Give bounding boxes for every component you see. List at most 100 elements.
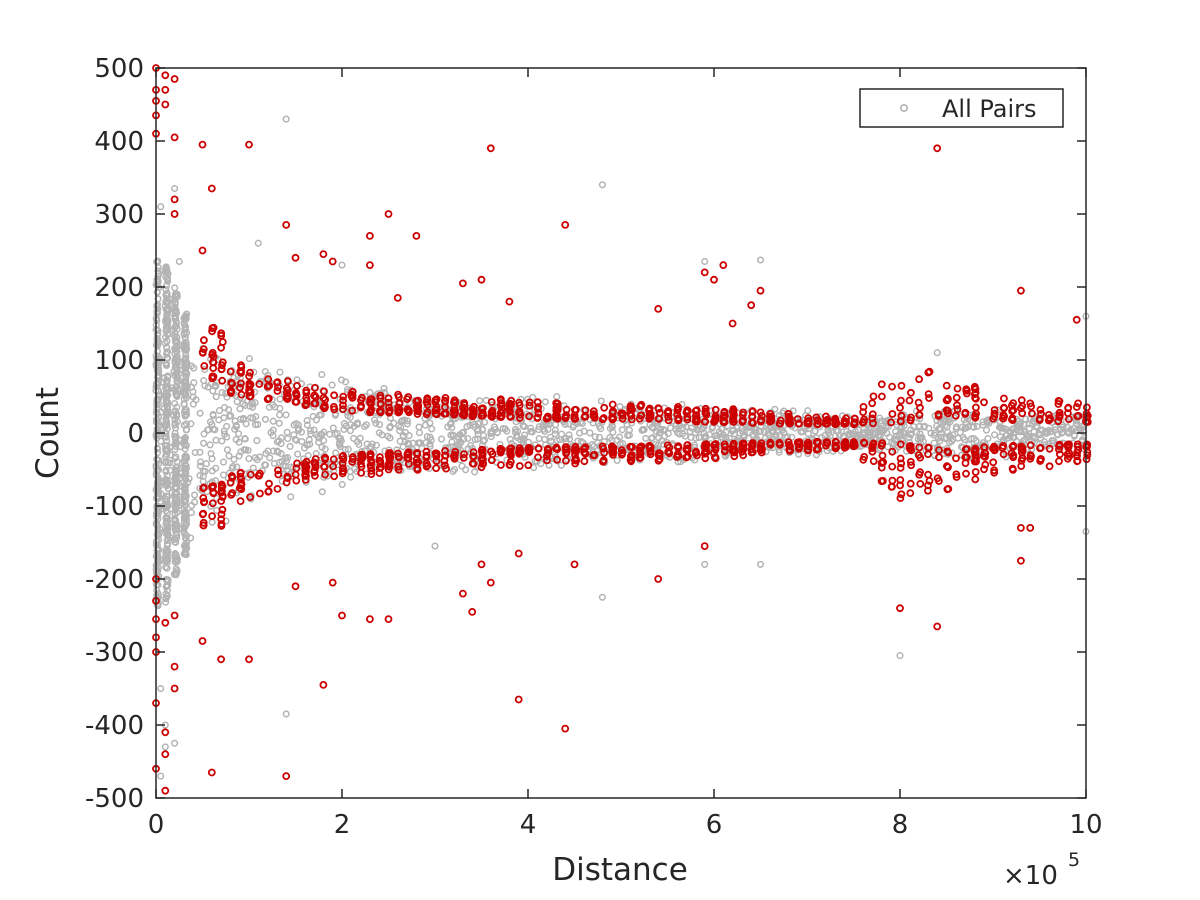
point-all-pairs	[338, 480, 346, 489]
point-highlighted	[208, 499, 217, 508]
point-highlighted	[199, 345, 208, 354]
point-highlighted	[301, 401, 310, 409]
point-highlighted	[226, 387, 235, 396]
series-highlighted	[152, 64, 1092, 795]
point-all-pairs	[171, 490, 179, 498]
point-highlighted	[877, 477, 886, 486]
point-highlighted	[570, 413, 579, 422]
point-all-pairs	[182, 385, 190, 394]
point-all-pairs	[441, 444, 450, 452]
point-highlighted	[199, 509, 208, 518]
point-all-pairs	[767, 427, 775, 435]
point-all-pairs	[541, 398, 549, 406]
point-all-pairs	[245, 455, 253, 463]
point-highlighted	[868, 399, 877, 408]
point-all-pairs	[154, 544, 162, 552]
point-all-pairs	[448, 438, 456, 446]
point-highlighted	[161, 618, 170, 627]
point-all-pairs	[278, 477, 286, 485]
point-highlighted	[1063, 450, 1072, 459]
point-highlighted	[933, 144, 942, 153]
point-highlighted	[794, 439, 803, 448]
point-all-pairs	[362, 421, 370, 429]
point-highlighted	[896, 403, 904, 412]
point-highlighted	[198, 637, 207, 645]
point-all-pairs	[252, 412, 260, 421]
point-highlighted	[394, 449, 402, 458]
point-highlighted	[897, 412, 906, 420]
point-highlighted	[1009, 441, 1018, 450]
point-all-pairs	[173, 372, 181, 380]
point-all-pairs	[692, 434, 700, 442]
point-all-pairs	[171, 538, 179, 546]
point-all-pairs	[547, 437, 555, 445]
point-all-pairs	[368, 440, 376, 448]
point-highlighted	[598, 442, 607, 451]
point-all-pairs	[656, 429, 664, 437]
point-highlighted	[888, 462, 897, 471]
point-highlighted	[348, 393, 357, 402]
point-all-pairs	[756, 560, 765, 568]
point-highlighted	[384, 615, 393, 623]
point-highlighted	[692, 417, 701, 426]
point-highlighted	[665, 443, 674, 452]
point-highlighted	[655, 455, 664, 464]
point-all-pairs	[639, 425, 647, 433]
point-highlighted	[989, 458, 998, 467]
point-highlighted	[199, 336, 208, 345]
point-all-pairs	[952, 425, 960, 433]
point-all-pairs	[200, 439, 208, 447]
point-all-pairs	[171, 432, 179, 440]
point-all-pairs	[511, 425, 520, 433]
point-highlighted	[943, 485, 952, 494]
point-all-pairs	[967, 435, 975, 443]
point-highlighted	[375, 407, 384, 416]
point-all-pairs	[201, 382, 209, 390]
point-highlighted	[236, 472, 245, 481]
point-all-pairs	[162, 466, 170, 474]
point-all-pairs	[157, 772, 165, 780]
point-highlighted	[915, 443, 924, 452]
point-all-pairs	[153, 288, 161, 296]
point-highlighted	[245, 372, 254, 381]
point-all-pairs	[223, 433, 231, 441]
point-highlighted	[784, 438, 793, 447]
point-highlighted	[581, 406, 590, 415]
point-highlighted	[226, 478, 235, 487]
point-highlighted	[600, 403, 609, 412]
point-highlighted	[859, 408, 867, 417]
point-all-pairs	[173, 392, 181, 401]
point-highlighted	[265, 479, 273, 488]
point-highlighted	[469, 448, 478, 457]
point-highlighted	[915, 375, 923, 384]
point-highlighted	[915, 410, 924, 419]
point-highlighted	[432, 457, 441, 465]
point-highlighted	[637, 411, 646, 420]
point-highlighted	[1072, 315, 1081, 324]
point-all-pairs	[204, 383, 212, 391]
point-all-pairs	[335, 441, 344, 449]
point-highlighted	[1074, 399, 1082, 408]
point-highlighted	[385, 406, 394, 415]
point-highlighted	[395, 398, 404, 407]
point-highlighted	[729, 417, 738, 426]
point-all-pairs	[551, 430, 559, 438]
point-highlighted	[608, 400, 617, 409]
y-tick-label: -500	[85, 784, 144, 814]
point-highlighted	[199, 484, 208, 493]
point-highlighted	[245, 386, 254, 395]
point-highlighted	[367, 395, 376, 404]
point-all-pairs	[163, 482, 171, 490]
point-all-pairs	[175, 257, 183, 266]
point-highlighted	[907, 413, 915, 422]
point-all-pairs	[361, 422, 369, 431]
point-highlighted	[1083, 418, 1092, 426]
point-all-pairs	[1070, 424, 1078, 432]
point-highlighted	[562, 456, 570, 465]
point-highlighted	[626, 404, 635, 413]
point-all-pairs	[897, 436, 905, 444]
point-all-pairs	[173, 365, 181, 374]
point-highlighted	[840, 443, 849, 452]
point-highlighted	[553, 445, 562, 454]
point-all-pairs	[577, 418, 585, 426]
